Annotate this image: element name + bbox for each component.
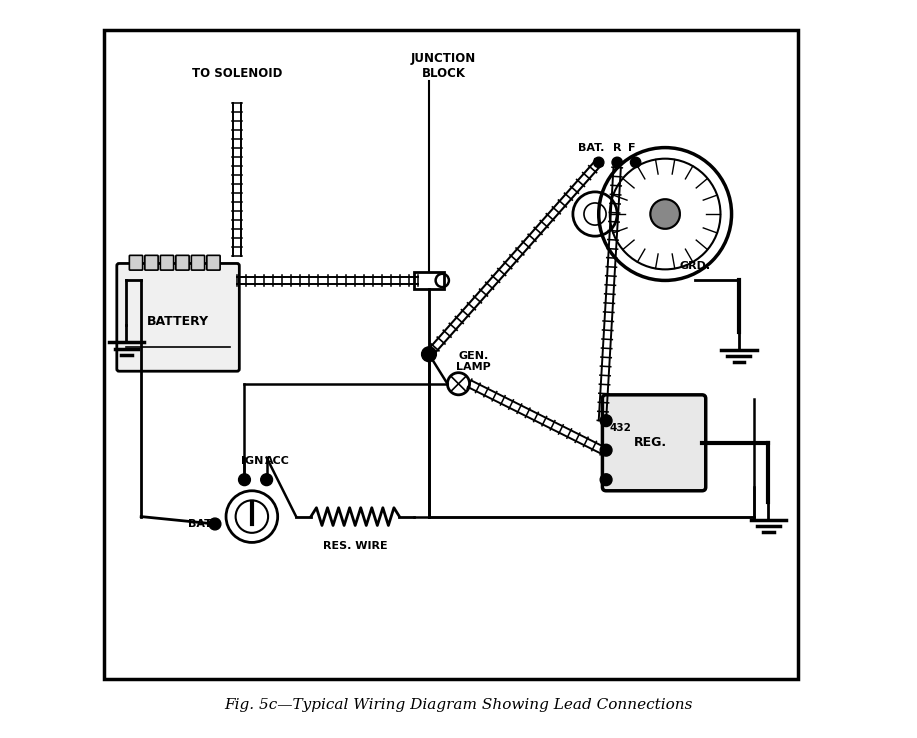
Circle shape (601, 444, 612, 456)
Text: BATTERY: BATTERY (147, 314, 209, 328)
Text: R: R (613, 142, 622, 153)
Text: ACC: ACC (265, 456, 290, 466)
Circle shape (593, 157, 604, 168)
Bar (105, 30, 798, 679)
Circle shape (631, 157, 641, 168)
Text: RES. WIRE: RES. WIRE (323, 541, 388, 551)
Circle shape (238, 474, 250, 486)
FancyBboxPatch shape (192, 255, 204, 270)
Text: JUNCTION
BLOCK: JUNCTION BLOCK (411, 52, 476, 80)
FancyBboxPatch shape (160, 255, 173, 270)
Bar (414, 272, 444, 289)
Text: BAT: BAT (188, 519, 212, 529)
Circle shape (601, 415, 612, 427)
Text: 432: 432 (610, 423, 632, 433)
Circle shape (209, 518, 221, 530)
Text: GRD.: GRD. (679, 261, 711, 271)
Circle shape (422, 347, 436, 362)
Circle shape (612, 157, 623, 168)
Text: TO SOLENOID: TO SOLENOID (192, 67, 282, 80)
FancyBboxPatch shape (145, 255, 158, 270)
FancyBboxPatch shape (176, 255, 189, 270)
Text: REG.: REG. (634, 436, 667, 449)
Text: IGN: IGN (240, 456, 263, 466)
Circle shape (650, 199, 679, 229)
Circle shape (260, 474, 272, 486)
FancyBboxPatch shape (116, 263, 239, 371)
Text: BAT.: BAT. (578, 142, 604, 153)
Text: F: F (628, 142, 635, 153)
Text: GEN.
LAMP: GEN. LAMP (456, 351, 491, 373)
Circle shape (601, 474, 612, 486)
FancyBboxPatch shape (207, 255, 220, 270)
FancyBboxPatch shape (602, 395, 706, 491)
Text: Fig. 5c—Typical Wiring Diagram Showing Lead Connections: Fig. 5c—Typical Wiring Diagram Showing L… (225, 698, 692, 711)
FancyBboxPatch shape (129, 255, 143, 270)
